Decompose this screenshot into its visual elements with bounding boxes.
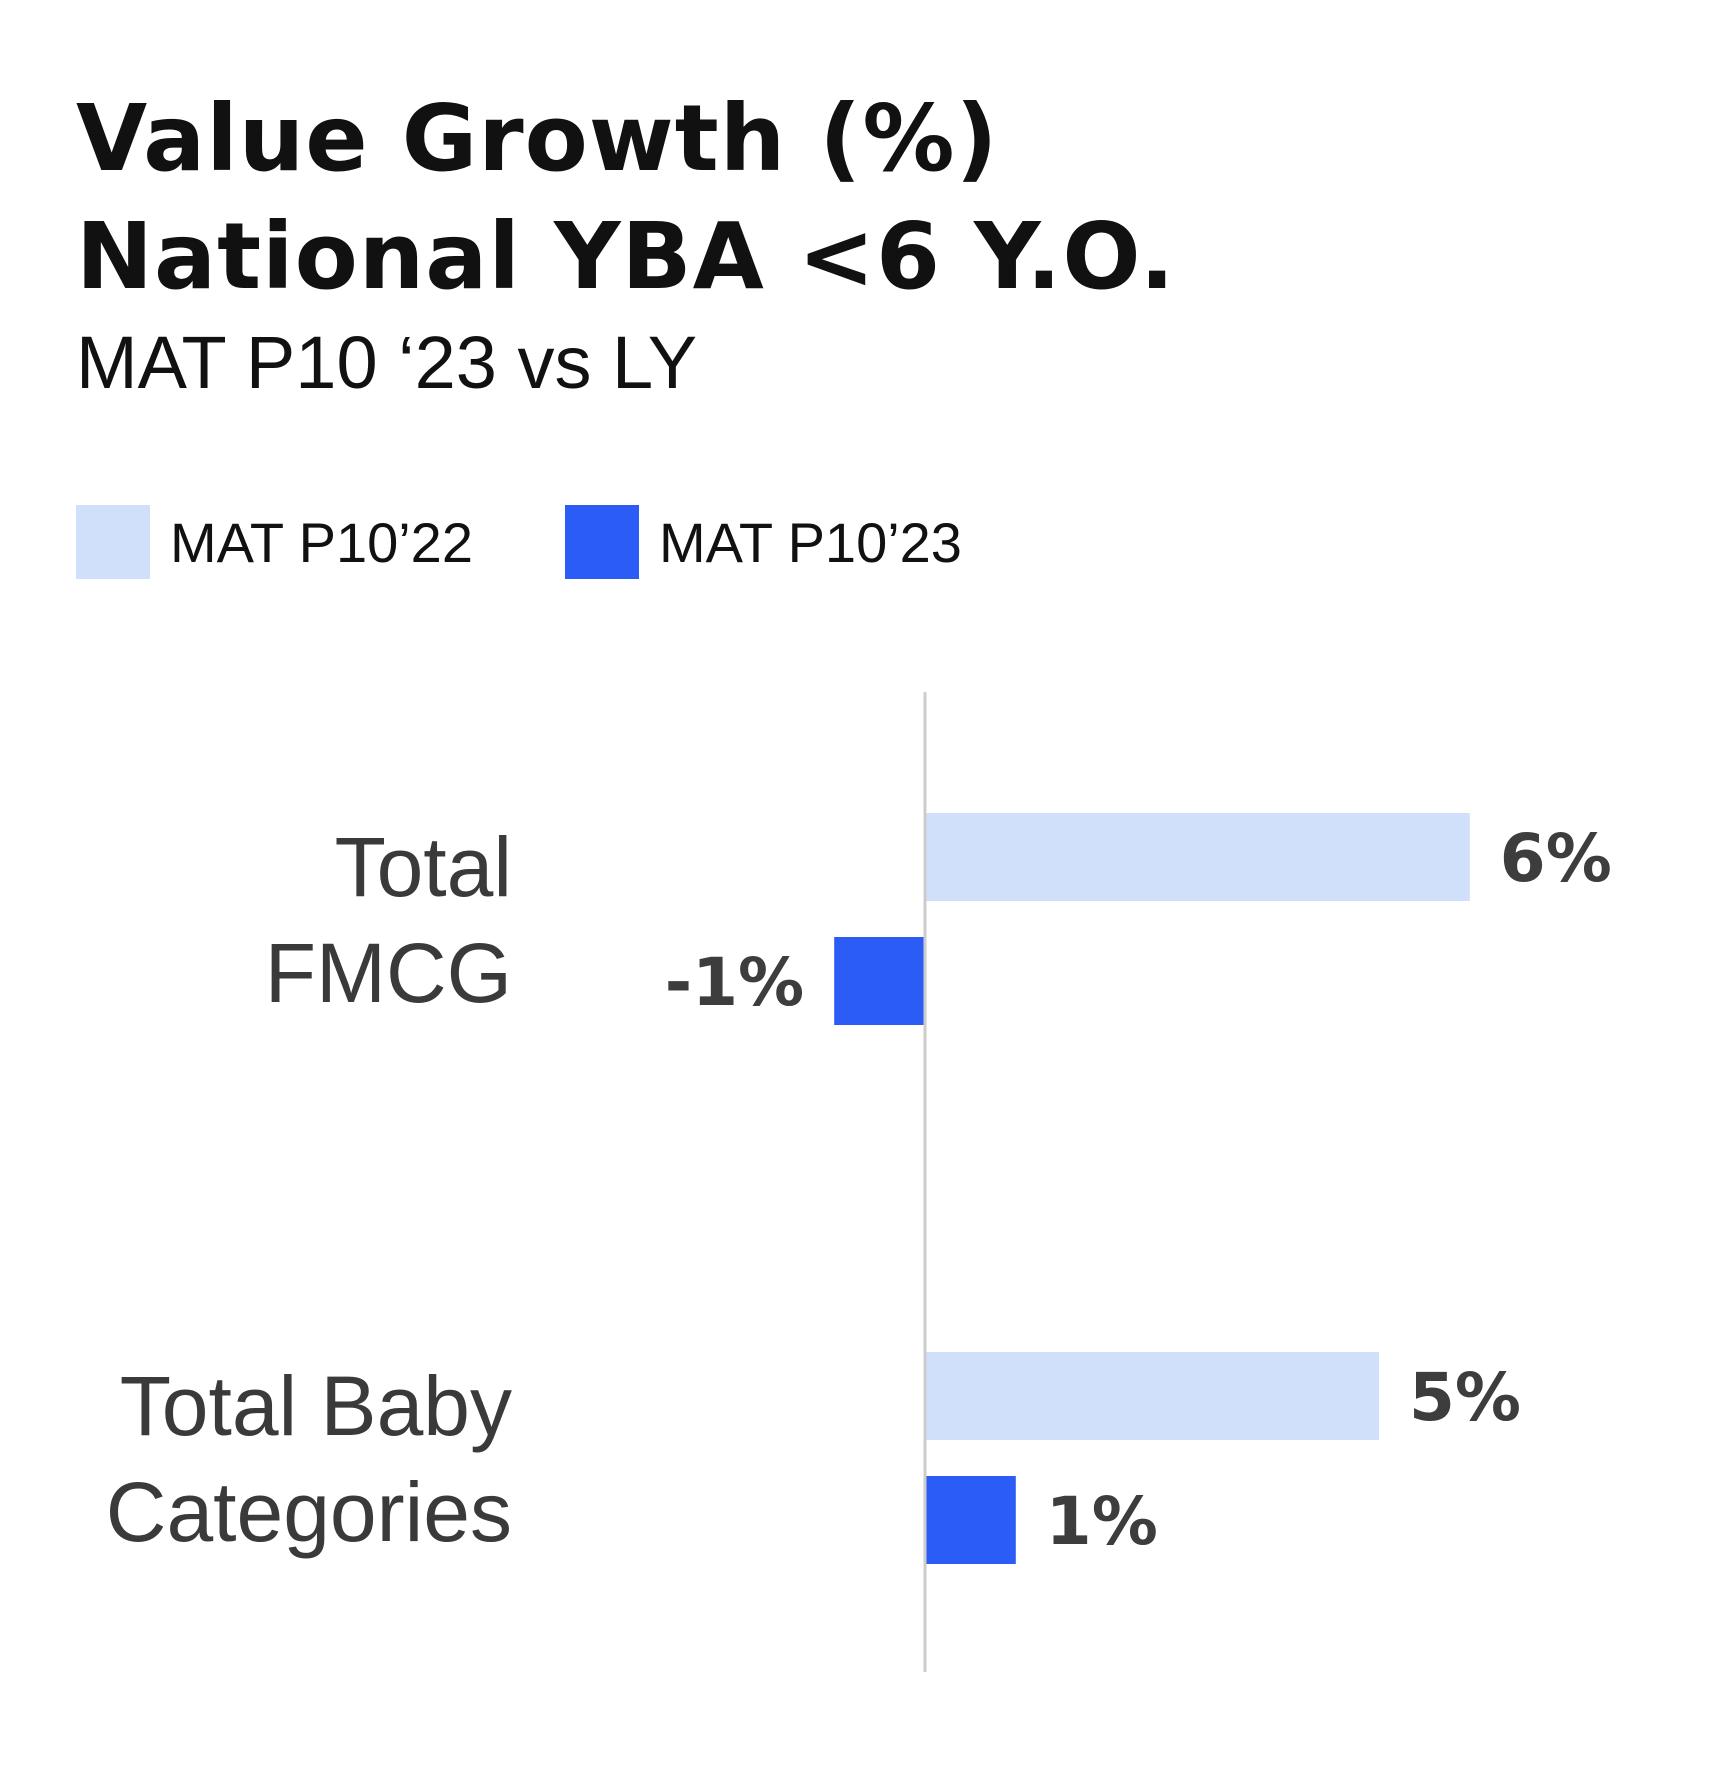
data-label: -1%: [665, 944, 804, 1021]
bar: [925, 1352, 1379, 1440]
legend-label-2023: MAT P10’23: [658, 510, 962, 574]
legend-swatch-2023: [564, 505, 639, 579]
category-label: FMCG: [265, 926, 512, 1020]
title-block: Value Growth (%) National YBA <6 Y.O. MA…: [76, 80, 1176, 408]
data-label: 5%: [1409, 1359, 1521, 1436]
chart-subtitle: MAT P10 ‘23 vs LY: [76, 321, 698, 404]
legend-label-2022: MAT P10’22: [170, 510, 473, 574]
data-label: 1%: [1046, 1483, 1158, 1560]
category-label: Total: [335, 820, 512, 914]
data-label: 6%: [1500, 820, 1612, 897]
bar: [834, 937, 925, 1025]
category-label: Categories: [106, 1465, 512, 1559]
chart-title-line-2: National YBA <6 Y.O.: [76, 203, 1176, 310]
legend: MAT P10’22 MAT P10’23: [76, 505, 1054, 579]
bar: [925, 1476, 1016, 1564]
legend-swatch-2022: [76, 505, 150, 579]
category-label: Total Baby: [120, 1359, 512, 1453]
bar: [925, 813, 1470, 901]
chart-title-line-1: Value Growth (%): [76, 85, 999, 192]
legend-item-2023: MAT P10’23: [564, 505, 962, 579]
legend-item-2022: MAT P10’22: [76, 505, 473, 579]
